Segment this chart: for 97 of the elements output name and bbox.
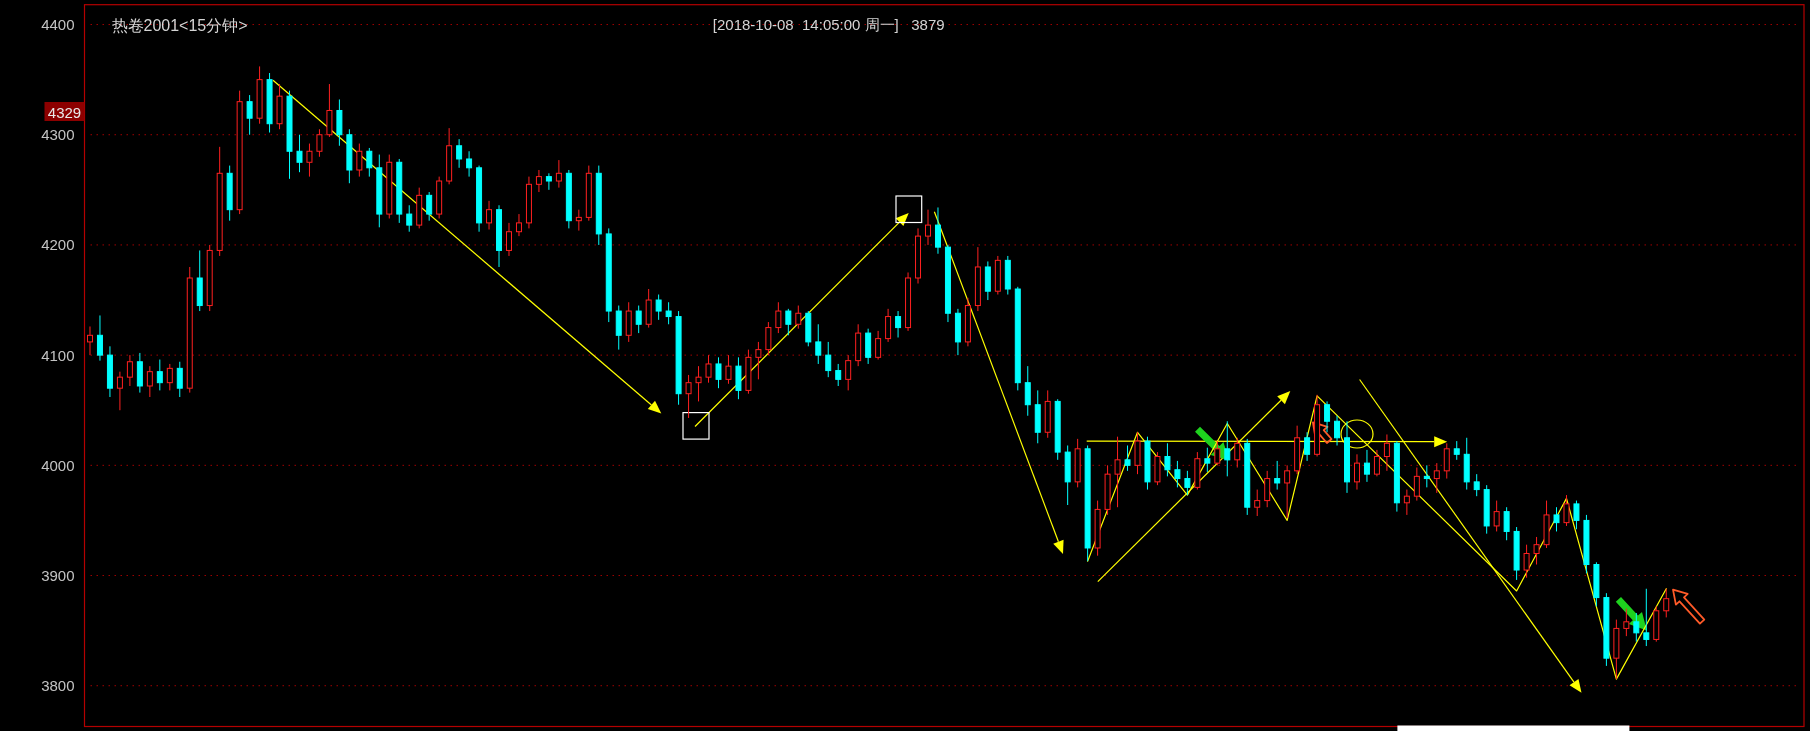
candlestick	[1503, 506, 1510, 541]
y-tick-label: 4000	[41, 456, 75, 474]
text: [2018-10-08 14:05:00 周一] 3879	[712, 15, 945, 33]
candlestick	[1264, 470, 1271, 508]
candlestick	[685, 374, 692, 419]
candlestick	[665, 301, 672, 325]
candlestick	[1324, 400, 1331, 433]
candlestick	[785, 308, 792, 336]
candlestick	[1334, 415, 1341, 446]
candlestick	[1403, 489, 1410, 516]
candlestick	[1234, 437, 1241, 469]
candlestick	[406, 204, 413, 233]
candlestick	[545, 172, 552, 191]
candlestick	[366, 147, 373, 178]
candlestick	[705, 354, 712, 384]
candlestick	[1274, 460, 1281, 491]
candlestick	[775, 301, 782, 334]
candlestick	[845, 354, 852, 391]
candlestick	[296, 134, 303, 173]
y-tick-label: 4400	[41, 16, 75, 34]
candlestick	[506, 222, 512, 257]
candlestick	[695, 365, 702, 402]
candlestick	[166, 363, 173, 391]
candlestick	[1443, 442, 1450, 480]
candlestick	[875, 330, 882, 361]
candlestick	[825, 341, 832, 378]
candlestick	[176, 361, 183, 398]
candlestick	[934, 206, 941, 255]
candlestick	[486, 200, 493, 230]
candlestick	[815, 323, 822, 365]
candlestick	[1573, 500, 1580, 530]
candlestick	[1523, 544, 1530, 579]
candlestick	[1663, 588, 1670, 618]
candlestick	[1124, 444, 1131, 472]
candlestick	[1363, 449, 1370, 483]
candlestick	[1643, 588, 1650, 647]
candlestick	[306, 143, 313, 178]
candlestick	[146, 365, 153, 398]
candlestick	[1373, 449, 1380, 477]
y-tick-label: 3900	[41, 567, 75, 585]
candlestick	[1184, 470, 1191, 496]
y-tick-label: 3800	[41, 677, 75, 695]
candlestick	[1453, 440, 1460, 461]
candlestick	[555, 159, 562, 189]
candlestick	[895, 310, 902, 338]
candlestick	[1304, 431, 1311, 462]
candlestick	[1254, 489, 1261, 517]
candlestick	[96, 314, 103, 362]
candlestick	[795, 305, 802, 330]
candlestick	[1563, 494, 1570, 527]
candlestick	[456, 138, 463, 169]
candlestick	[635, 305, 642, 334]
y-tick-label: 4300	[41, 126, 75, 144]
y-tick-label: 4100	[41, 346, 75, 364]
candlestick	[1423, 464, 1430, 488]
candlestick	[466, 150, 473, 178]
candlestick	[1493, 500, 1500, 532]
text: 热卷2001<15分钟>	[111, 16, 248, 34]
candlestick	[87, 325, 93, 356]
candlestick	[515, 213, 522, 237]
candlestick	[575, 209, 582, 232]
candlestick	[316, 128, 323, 158]
candlestick	[1284, 464, 1291, 519]
candlestick	[535, 169, 542, 193]
text: 4329	[47, 103, 82, 120]
candlestick	[126, 354, 133, 387]
candlestick	[755, 341, 762, 380]
candlestick	[1204, 447, 1211, 473]
line-series	[1087, 395, 1667, 680]
candlestick	[835, 363, 842, 387]
candlestick	[1633, 612, 1640, 643]
candlestick	[356, 143, 363, 178]
candlestick	[1174, 460, 1181, 488]
candlestick	[1114, 436, 1121, 508]
candlestick	[715, 356, 722, 389]
candlestick	[156, 359, 163, 391]
candlestick	[1383, 433, 1390, 472]
candlestick	[1553, 506, 1560, 532]
candlestick	[655, 294, 662, 321]
candlestick	[1533, 536, 1540, 566]
candlestick	[246, 94, 253, 136]
candlestick	[1214, 440, 1221, 466]
candlestick	[1473, 473, 1480, 497]
candlestick	[925, 209, 931, 246]
y-tick-label: 4200	[41, 236, 75, 254]
candlestick	[1024, 365, 1031, 417]
candlestick	[1164, 442, 1171, 477]
candlestick	[1433, 462, 1440, 494]
candlestick	[1224, 420, 1231, 477]
candlestick	[116, 371, 123, 411]
candlestick	[1353, 453, 1360, 491]
candlestick	[885, 308, 892, 343]
candlestick	[426, 191, 433, 222]
candlestick	[725, 354, 732, 385]
candlestick	[1623, 608, 1630, 637]
candlestick	[1413, 467, 1420, 502]
candlestick	[765, 321, 772, 356]
